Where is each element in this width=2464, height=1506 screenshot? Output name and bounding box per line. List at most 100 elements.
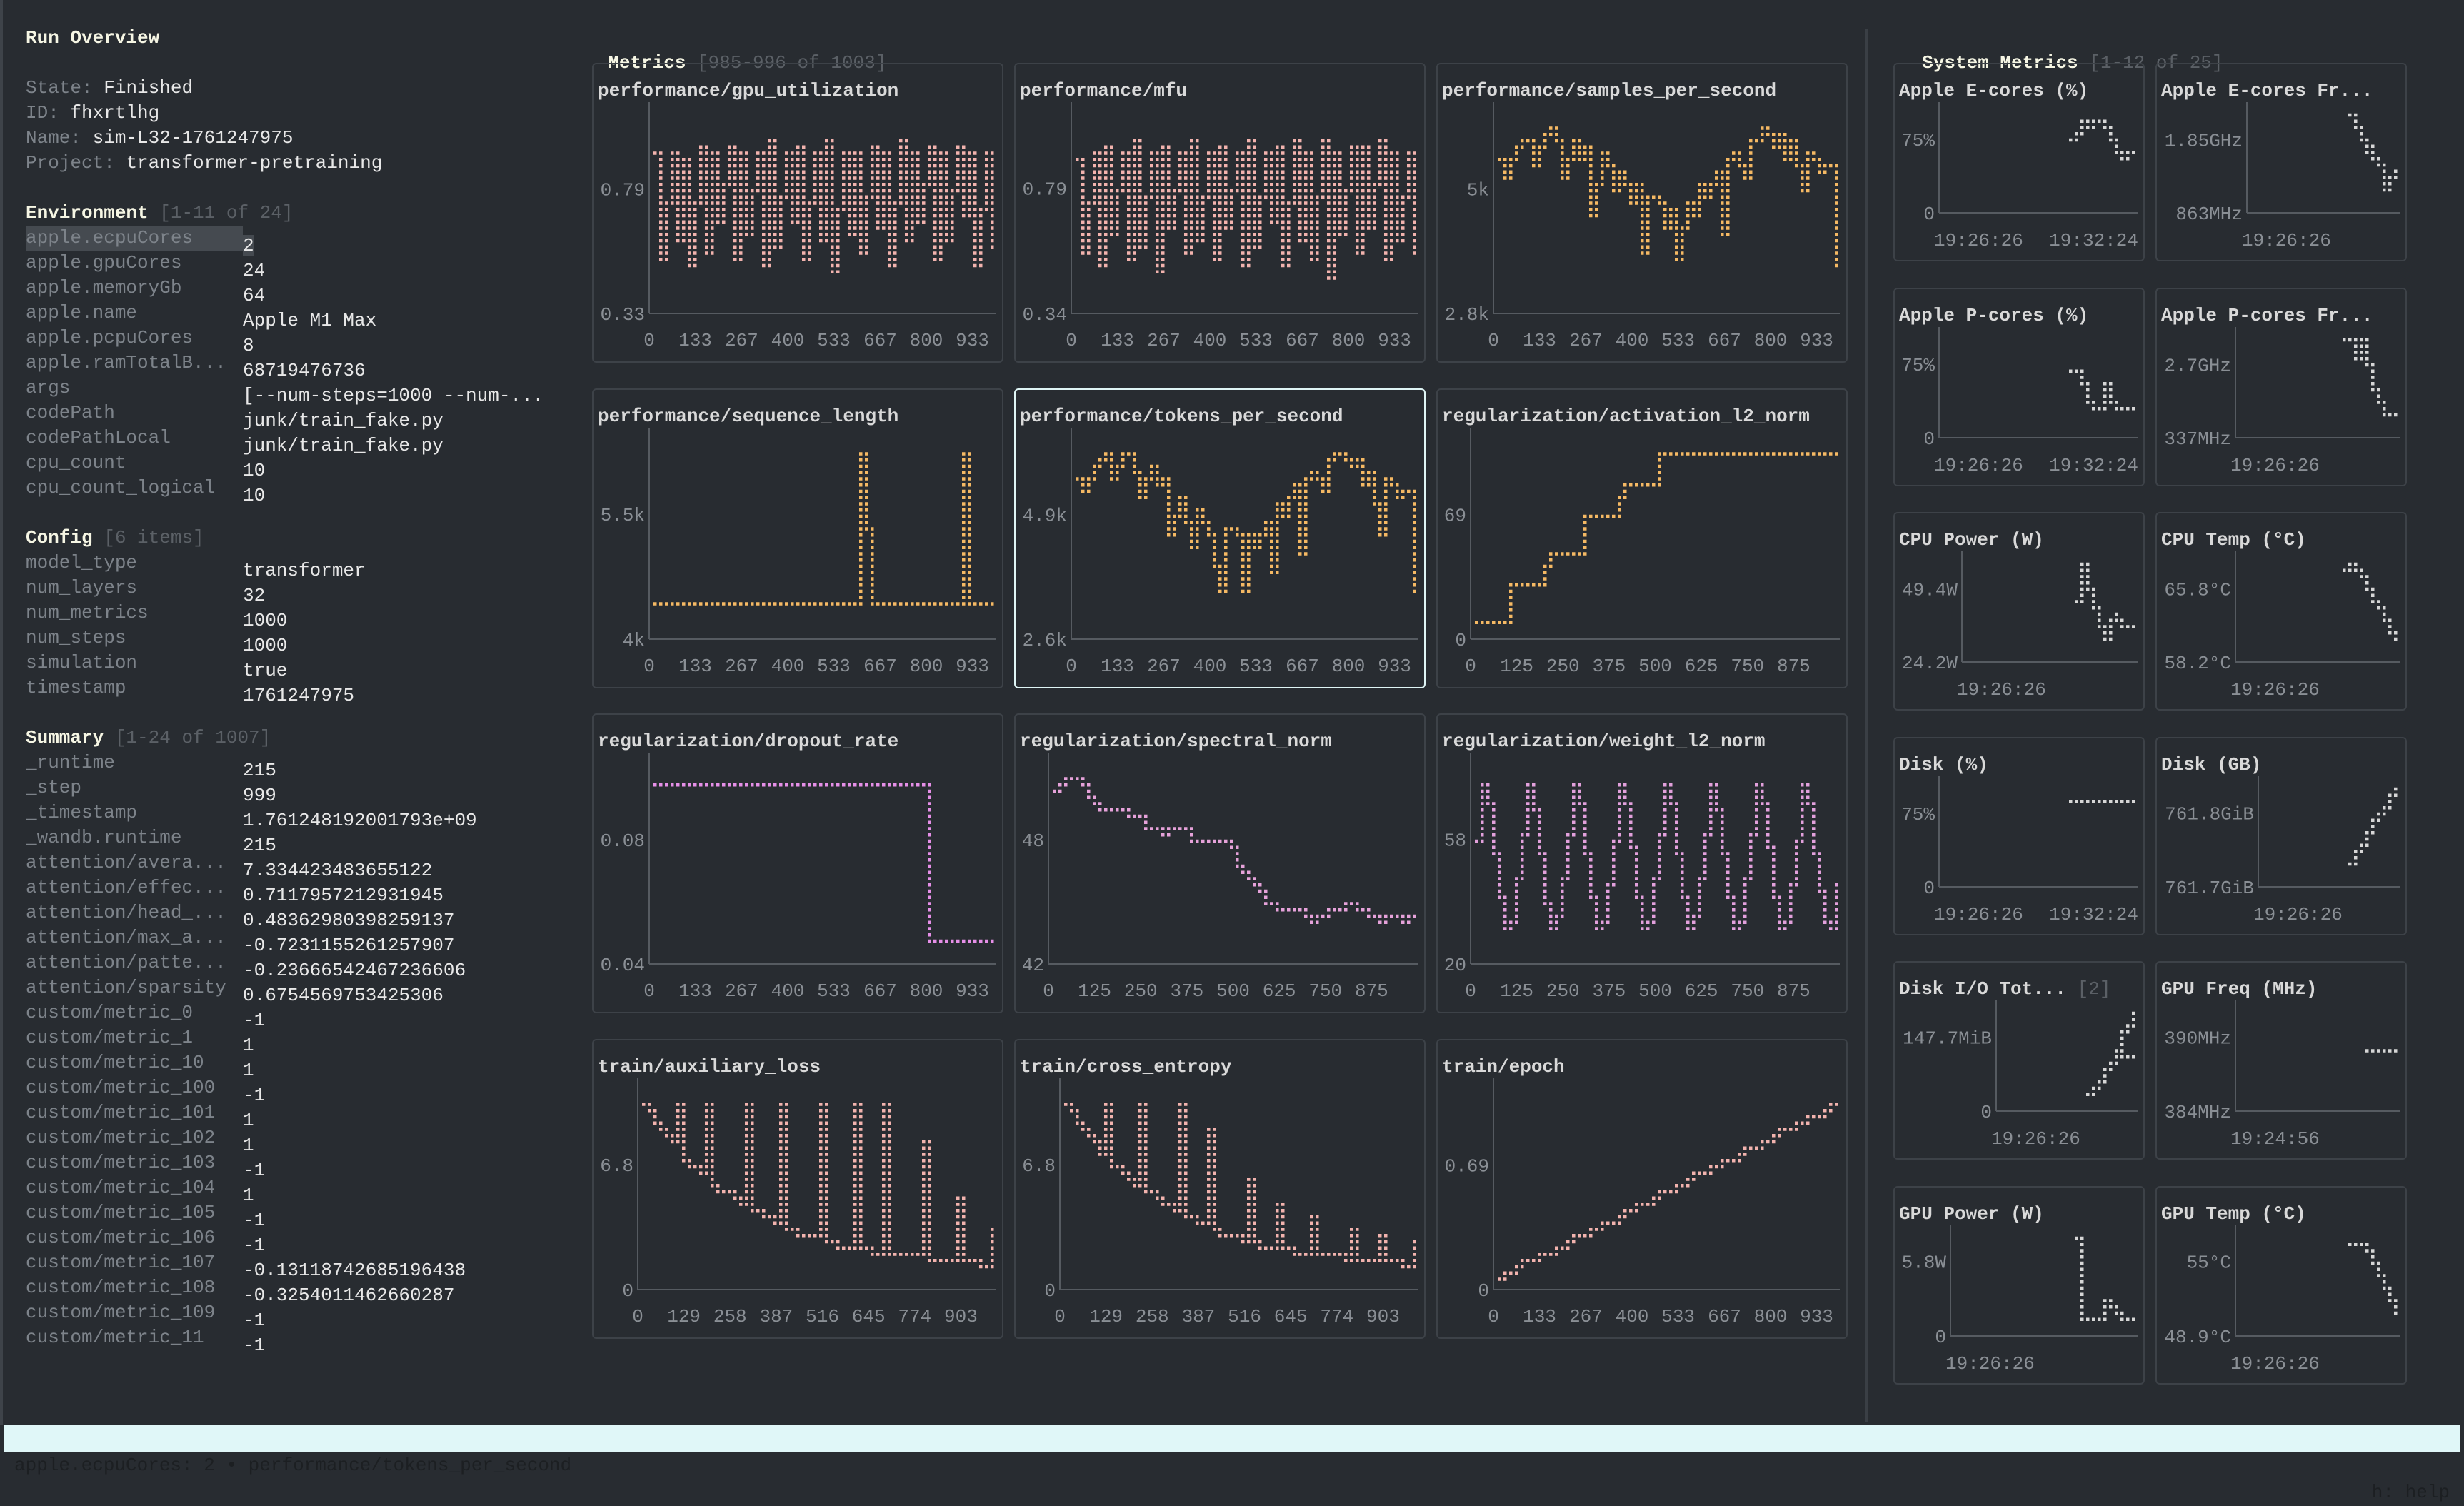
kv-row[interactable]: _timestamp 1.761248192001793e+09 [26, 800, 569, 831]
kv-row[interactable]: attention/avera... 7.334423483655122 [26, 850, 569, 881]
data-point [819, 1102, 823, 1106]
data-point [1150, 195, 1153, 199]
kv-row[interactable]: apple.ecpuCores 2 [26, 226, 569, 256]
kv-row[interactable]: codePathLocal junk/train_fake.py [26, 426, 569, 456]
help-hint[interactable]: h: help [2371, 1482, 2450, 1503]
kv-row[interactable]: custom/metric_109 -1 [26, 1300, 569, 1331]
kv-row[interactable]: custom/metric_103 -1 [26, 1150, 569, 1181]
data-point [991, 226, 994, 230]
y-tick-label: 0 [1935, 1327, 1946, 1348]
data-point [779, 1140, 783, 1143]
data-point [1829, 1102, 1833, 1106]
metric-chart[interactable]: performance/tokens_per_second 4.9k 2.6k 0 13… [1014, 388, 1426, 688]
metric-chart[interactable]: regularization/activation_l2_norm 69 0 0 125… [1436, 388, 1848, 688]
data-point [1635, 1202, 1638, 1206]
metric-chart[interactable]: performance/samples_per_second 5k 2.8k 0 133… [1436, 63, 1848, 363]
kv-row[interactable]: custom/metric_101 1 [26, 1100, 569, 1131]
panel-divider[interactable] [1865, 29, 1868, 1422]
kv-row[interactable]: custom/metric_0 -1 [26, 1000, 569, 1031]
data-point [1087, 783, 1091, 787]
data-point [1356, 214, 1359, 218]
kv-row[interactable]: simulation true [26, 651, 569, 681]
kv-row[interactable]: codePath junk/train_fake.py [26, 401, 569, 431]
metric-chart[interactable]: train/auxiliary_loss 6.8 0 0 129 258 387 516 645… [592, 1038, 1003, 1339]
kv-row[interactable]: custom/metric_108 -0.3254011462660287 [26, 1275, 569, 1306]
kv-row[interactable]: cpu_count_logical 10 [26, 476, 569, 506]
system-chart[interactable]: GPU Temp (°C) 55°C 48.9°C 19:26:26 [2155, 1186, 2407, 1385]
kv-row[interactable]: apple.ramTotalB... 68719476736 [26, 351, 569, 381]
metric-chart[interactable]: regularization/weight_l2_norm 58 20 0 125 250… [1436, 713, 1848, 1013]
data-point [2348, 1243, 2352, 1246]
kv-row[interactable]: cpu_count 10 [26, 451, 569, 481]
system-chart[interactable]: CPU Temp (°C) 65.8°C 58.2°C 19:26:26 [2155, 512, 2407, 711]
kv-row[interactable]: _step 999 [26, 775, 569, 806]
data-point [693, 201, 697, 205]
system-chart[interactable]: Disk (GB) 761.8GiB 761.7GiB 19:26:26 [2155, 736, 2407, 935]
kv-row[interactable]: custom/metric_107 -0.13118742685196438 [26, 1250, 569, 1281]
metric-chart[interactable]: regularization/spectral_norm 48 42 0 125 250 3… [1014, 713, 1426, 1013]
data-point [1732, 908, 1736, 912]
kv-row[interactable]: _wandb.runtime 215 [26, 825, 569, 856]
metric-chart[interactable]: performance/sequence_length 5.5k 4k 0 133 267… [592, 388, 1003, 688]
kv-row[interactable]: attention/sparsity 0.6754569753425306 [26, 975, 569, 1006]
kv-row[interactable]: timestamp 1761247975 [26, 676, 569, 706]
kv-row[interactable]: num_metrics 1000 [26, 601, 569, 631]
kv-row[interactable]: custom/metric_105 -1 [26, 1200, 569, 1231]
data-point [2371, 818, 2375, 822]
kv-row[interactable]: apple.pcpuCores 8 [26, 326, 569, 356]
kv-row[interactable]: custom/metric_11 -1 [26, 1325, 569, 1356]
kv-row[interactable]: custom/metric_104 1 [26, 1175, 569, 1206]
kv-row[interactable]: num_layers 32 [26, 576, 569, 606]
metric-chart[interactable]: train/cross_entropy 6.8 0 0 129 258 387 516 645 7… [1014, 1038, 1426, 1339]
data-point [1144, 1140, 1148, 1143]
system-chart[interactable]: GPU Freq (MHz) 390MHz 384MHz 19:24:56 [2155, 961, 2407, 1160]
system-chart[interactable]: CPU Power (W) 49.4W 24.2W 19:26:26 [1893, 512, 2145, 711]
system-chart[interactable]: Apple E-cores Fr... 1.85GHz 863MHz 19:26:26 [2155, 63, 2407, 261]
data-point [1823, 170, 1827, 174]
metric-chart[interactable]: performance/gpu_utilization 0.79 0.33 0 133 2… [592, 63, 1003, 363]
data-point [968, 558, 971, 561]
system-chart[interactable]: Apple P-cores (%) 75% 0 19:26:26 19:32:24 [1893, 287, 2145, 486]
system-chart[interactable]: GPU Power (W) 5.8W 0 19:26:26 [1893, 1186, 2145, 1385]
data-point [1178, 1121, 1182, 1125]
data-point [1726, 195, 1730, 199]
kv-row[interactable]: args [--num-steps=1000 --num-... [26, 376, 569, 406]
data-point [888, 1190, 891, 1193]
kv-row[interactable]: attention/patte... -0.23666542467236606 [26, 950, 569, 981]
metric-chart[interactable]: performance/mfu 0.79 0.34 0 133 267 400 533 667 8… [1014, 63, 1426, 363]
system-chart[interactable]: Disk (%) 75% 0 19:26:26 19:32:24 [1893, 736, 2145, 935]
kv-row[interactable]: custom/metric_106 -1 [26, 1225, 569, 1256]
kv-row[interactable]: num_steps 1000 [26, 626, 569, 656]
kv-row[interactable]: attention/max_a... -0.7231155261257907 [26, 925, 569, 956]
kv-row[interactable]: _runtime 215 [26, 751, 569, 781]
kv-row[interactable]: custom/metric_1 1 [26, 1025, 569, 1056]
kv-row[interactable]: custom/metric_100 -1 [26, 1075, 569, 1106]
data-point [853, 176, 857, 180]
data-point [1133, 258, 1136, 261]
kv-row[interactable]: apple.gpuCores 24 [26, 251, 569, 281]
data-point [1133, 183, 1136, 186]
data-point [768, 208, 771, 211]
data-point [842, 783, 846, 787]
kv-row[interactable]: apple.memoryGb 64 [26, 276, 569, 306]
kv-row[interactable]: attention/head_... 0.48362980398259137 [26, 900, 569, 931]
data-point [1538, 145, 1541, 149]
data-point [1407, 1265, 1411, 1268]
data-point [1104, 208, 1108, 211]
data-point [1555, 1246, 1558, 1250]
system-chart[interactable]: Apple P-cores Fr... 2.7GHz 337MHz 19:26:26 [2155, 287, 2407, 486]
metric-chart[interactable]: train/epoch 0.69 0 0 133 267 400 533 667 800 933 [1436, 1038, 1848, 1339]
data-point [1646, 251, 1650, 255]
kv-row[interactable]: attention/effec... 0.7117957212931945 [26, 875, 569, 906]
data-point [1629, 802, 1633, 805]
metric-chart[interactable]: regularization/dropout_rate 0.08 0.04 0 133 2… [592, 713, 1003, 1013]
system-chart[interactable]: Disk I/O Tot... [2] 147.7MiB 0 19:26:26 [1893, 961, 2145, 1160]
data-point [1338, 451, 1342, 456]
kv-row[interactable]: custom/metric_102 1 [26, 1125, 569, 1156]
system-chart[interactable]: Apple E-cores (%) 75% 0 19:26:26 19:32:24 [1893, 63, 2145, 261]
kv-row[interactable]: custom/metric_10 1 [26, 1050, 569, 1081]
kv-row[interactable]: model_type transformer [26, 551, 569, 581]
kv-row[interactable]: apple.name Apple M1 Max [26, 301, 569, 331]
data-point [2075, 600, 2078, 603]
data-point [1327, 158, 1331, 161]
